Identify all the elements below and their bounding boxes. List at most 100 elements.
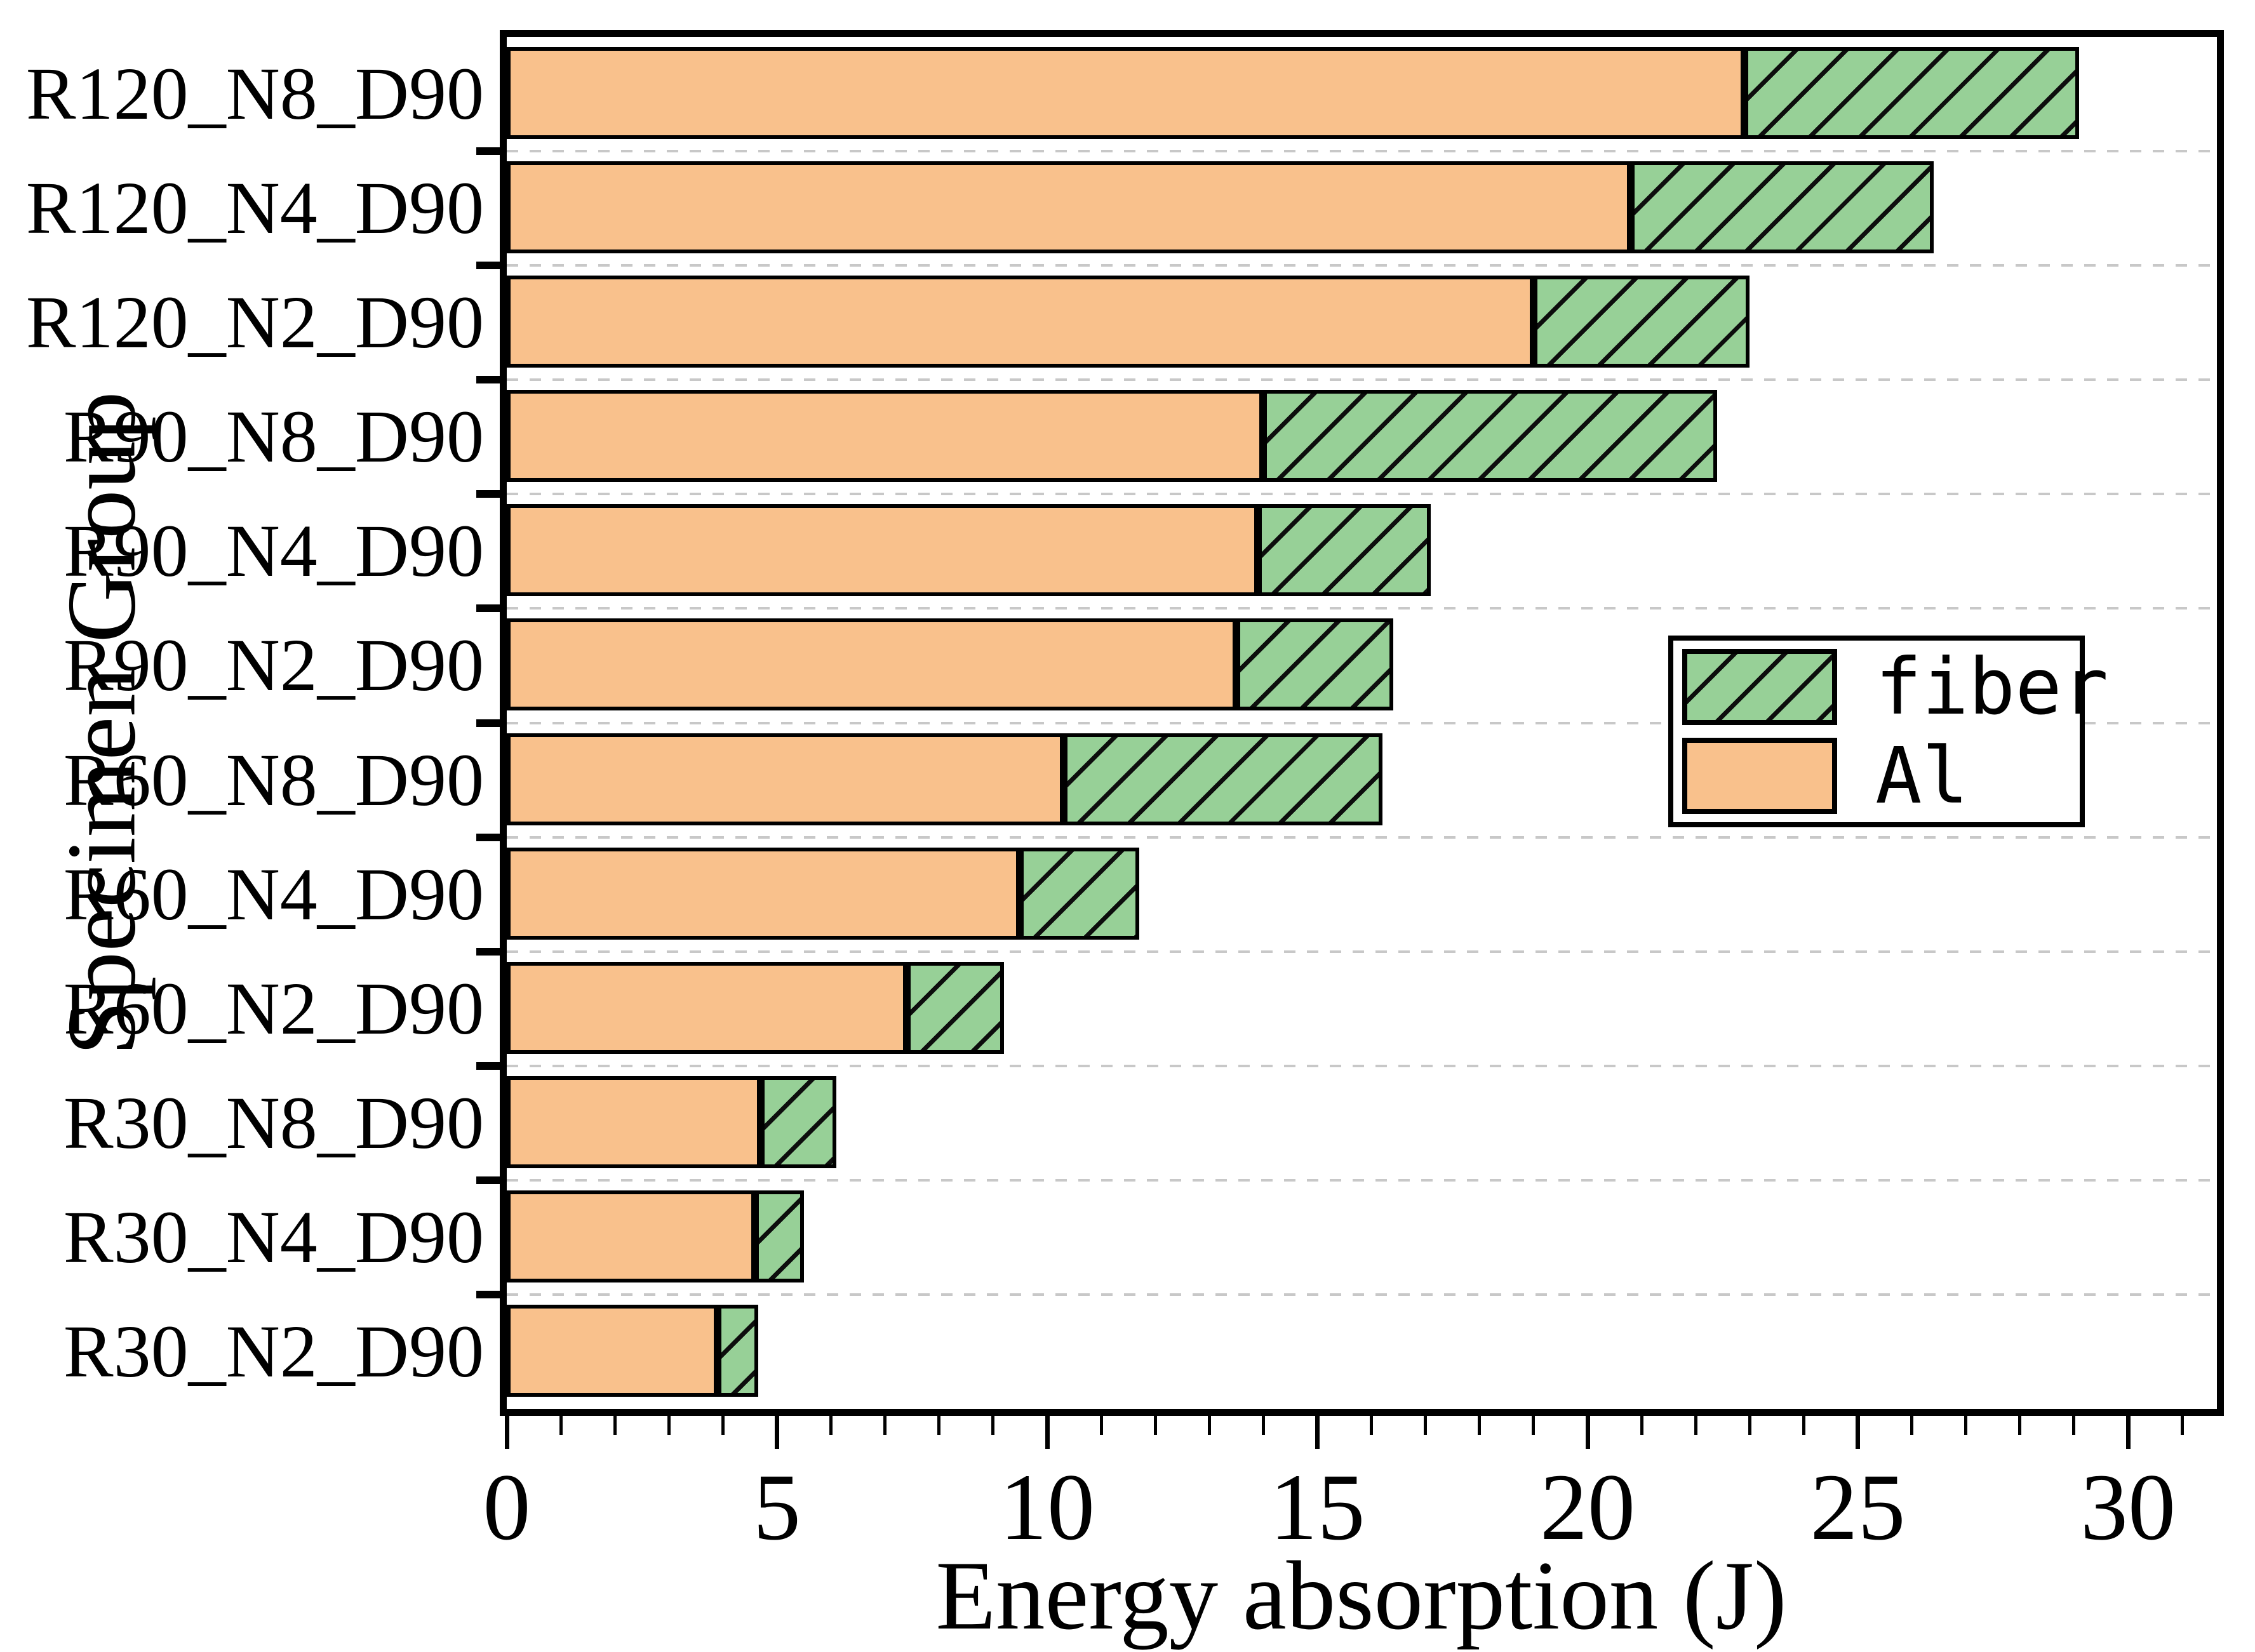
x-tick-minor (1802, 1416, 1805, 1435)
x-tick-minor (2018, 1416, 2022, 1435)
gridline (507, 1064, 2217, 1067)
bar-row (507, 1180, 2217, 1295)
x-tick-minor (991, 1416, 995, 1435)
y-tick (476, 833, 500, 841)
bar-segment-fiber (1631, 161, 1934, 254)
bar-segment-al (507, 1076, 761, 1168)
x-tick-minor (1207, 1416, 1211, 1435)
legend-swatch-fiber (1682, 649, 1837, 725)
x-tick-minor (883, 1416, 887, 1435)
x-tick-major (1045, 1416, 1050, 1449)
bar-row (507, 1295, 2217, 1409)
bar-row (507, 723, 2217, 837)
x-tick-minor (937, 1416, 941, 1435)
bar-segment-al (507, 961, 907, 1054)
gridline (507, 150, 2217, 153)
bar-row (507, 151, 2217, 265)
bar-row (507, 1066, 2217, 1180)
y-category-label: R60_N8_D90 (63, 738, 484, 822)
y-tick (476, 262, 500, 270)
gridline (507, 950, 2217, 953)
x-tick-minor (667, 1416, 671, 1435)
bar-segment-al (507, 618, 1236, 711)
y-category-label: R120_N8_D90 (25, 52, 484, 136)
bar-row (507, 380, 2217, 494)
bar-segment-al (507, 47, 1744, 139)
y-tick (476, 604, 500, 613)
x-tick-minor (1153, 1416, 1157, 1435)
x-tick-minor (829, 1416, 833, 1435)
x-tick-minor (1748, 1416, 1751, 1435)
x-tick-minor (1424, 1416, 1428, 1435)
bar-row (507, 952, 2217, 1066)
x-axis-title: Energy absorption (J) (935, 1541, 1787, 1650)
x-tick-major (2125, 1416, 2131, 1449)
x-tick-minor (559, 1416, 563, 1435)
x-tick-minor (2072, 1416, 2076, 1435)
x-tick-label: 5 (753, 1455, 801, 1560)
legend: fiber Al (1668, 636, 2108, 827)
y-category-label: R120_N2_D90 (25, 281, 484, 364)
y-category-label: R90_N4_D90 (63, 509, 484, 593)
x-tick-minor (1694, 1416, 1697, 1435)
gridline (507, 836, 2217, 839)
x-tick-label: 20 (1540, 1455, 1635, 1560)
x-tick-minor (1099, 1416, 1103, 1435)
y-category-label: R120_N4_D90 (25, 166, 484, 250)
legend-entry-al: Al (1682, 737, 2080, 815)
bar-segment-fiber (717, 1304, 758, 1397)
bar-segment-al (507, 733, 1064, 825)
y-tick (476, 490, 500, 498)
y-tick (476, 376, 500, 384)
gridline (507, 1178, 2217, 1182)
x-tick-label: 0 (483, 1455, 531, 1560)
bar-segment-al (507, 276, 1534, 368)
bar-segment-fiber (760, 1076, 837, 1168)
bar-segment-al (507, 847, 1020, 940)
bar-segment-fiber (1744, 47, 2080, 139)
gridline (507, 1293, 2217, 1296)
x-tick-minor (1910, 1416, 1914, 1435)
bar-segment-fiber (1263, 390, 1718, 483)
y-tick (476, 1290, 500, 1298)
y-tick (476, 1176, 500, 1184)
bar-row (507, 265, 2217, 380)
y-category-label: R30_N8_D90 (63, 1081, 484, 1164)
x-tick-label: 15 (1269, 1455, 1365, 1560)
y-category-label: R30_N2_D90 (63, 1309, 484, 1393)
bar-segment-fiber (1533, 276, 1750, 368)
y-category-label: R90_N8_D90 (63, 395, 484, 479)
y-axis-title: Specimen Group (46, 391, 156, 1056)
bar-segment-fiber (1257, 504, 1431, 597)
y-tick (476, 1062, 500, 1070)
bar-segment-fiber (755, 1190, 805, 1282)
x-tick-minor (1640, 1416, 1643, 1435)
x-tick-minor (721, 1416, 725, 1435)
bar-segment-al (507, 1190, 756, 1282)
bar-segment-al (507, 161, 1631, 254)
y-category-label: R30_N4_D90 (63, 1195, 484, 1279)
legend-entry-fiber: fiber (1682, 648, 2108, 726)
x-tick-major (1585, 1416, 1590, 1449)
x-tick-minor (1532, 1416, 1536, 1435)
y-category-label: R60_N4_D90 (63, 852, 484, 936)
bar-segment-al (507, 1304, 718, 1397)
bar-row (507, 837, 2217, 952)
y-category-label: R90_N2_D90 (63, 623, 484, 707)
bar-row (507, 494, 2217, 608)
gridline (507, 493, 2217, 496)
x-tick-minor (613, 1416, 617, 1435)
bar-segment-al (507, 504, 1258, 597)
x-tick-label: 10 (1000, 1455, 1095, 1560)
gridline (507, 264, 2217, 267)
legend-swatch-al (1682, 738, 1837, 814)
gridline (507, 378, 2217, 382)
x-tick-minor (1370, 1416, 1374, 1435)
y-tick (476, 147, 500, 156)
gridline (507, 721, 2217, 724)
bar-segment-fiber (906, 961, 1004, 1054)
bar-row (507, 37, 2217, 151)
x-tick-major (775, 1416, 779, 1449)
bar-segment-fiber (1063, 733, 1382, 825)
